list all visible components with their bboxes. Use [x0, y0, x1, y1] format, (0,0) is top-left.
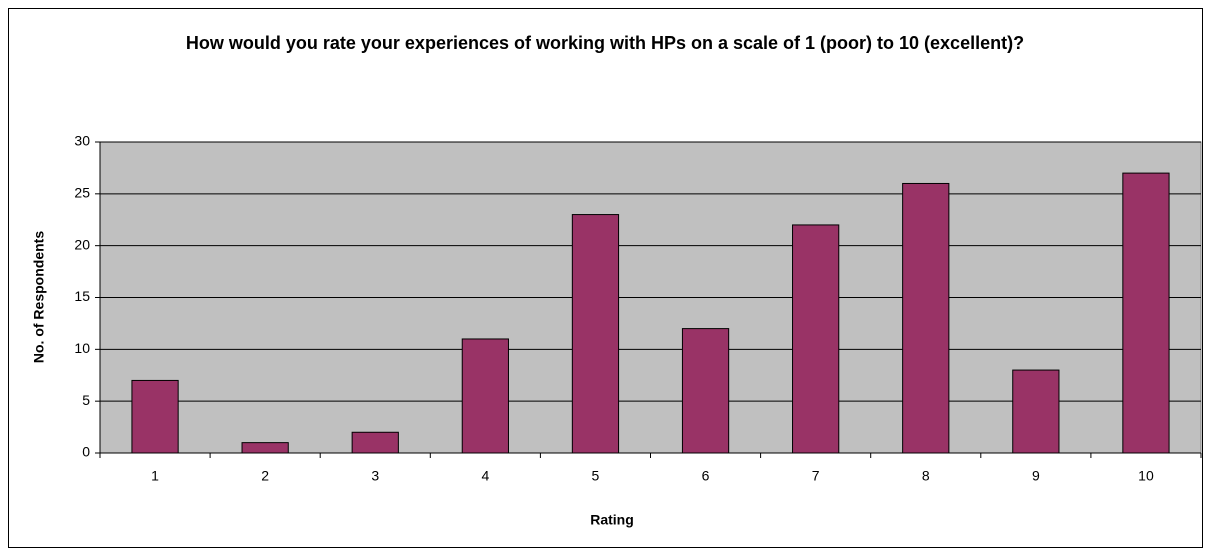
chart-title: How would you rate your experiences of w…	[185, 33, 1025, 53]
y-tick-label: 5	[82, 392, 90, 408]
y-axis-label: No. of Respondents	[31, 231, 47, 363]
x-tick-label: 8	[922, 468, 930, 484]
bar	[1122, 172, 1170, 454]
x-tick-label: 3	[371, 468, 379, 484]
y-tick-label: 15	[74, 288, 90, 304]
y-tick-label: 10	[74, 340, 90, 356]
y-tick-label: 30	[74, 133, 90, 149]
bar	[241, 442, 289, 454]
x-tick-label: 10	[1138, 468, 1154, 484]
bar	[792, 224, 840, 454]
x-tick-label: 6	[702, 468, 710, 484]
x-axis-label: Rating	[590, 512, 634, 528]
x-tick-label: 7	[812, 468, 820, 484]
bar	[681, 328, 730, 454]
bar	[902, 182, 950, 454]
bar	[571, 214, 620, 454]
y-tick-label: 20	[74, 236, 90, 252]
x-tick-label: 1	[151, 468, 159, 484]
bar	[351, 431, 399, 454]
x-tick-label: 4	[481, 468, 489, 484]
bar	[461, 338, 509, 454]
x-tick-label: 2	[261, 468, 269, 484]
bar	[131, 379, 179, 454]
y-tick-label: 25	[74, 185, 90, 201]
x-tick-label: 9	[1032, 468, 1040, 484]
x-tick-label: 5	[592, 468, 600, 484]
y-tick-label: 0	[82, 444, 90, 460]
bar	[1012, 369, 1060, 454]
